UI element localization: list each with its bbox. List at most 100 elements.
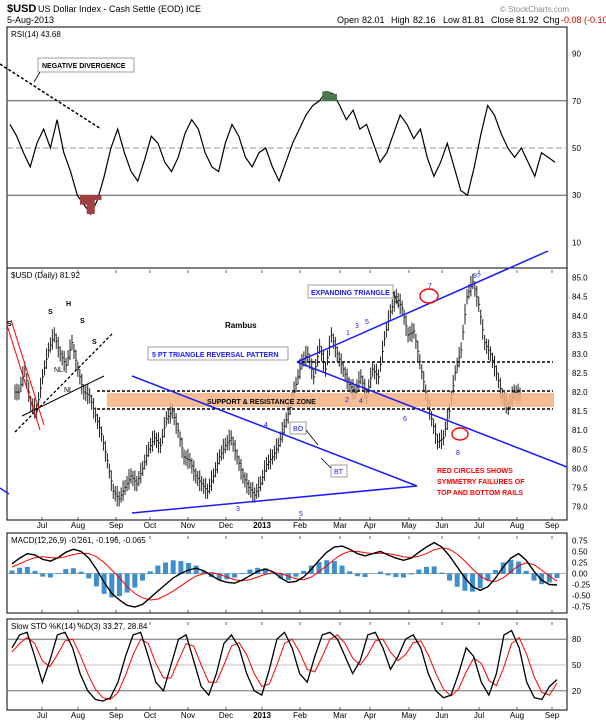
stockcharts-watermark: © StockCharts.com (500, 5, 569, 14)
open-label: Open (337, 15, 359, 25)
red-circle-bottom (451, 427, 469, 441)
point-6: 6 (403, 416, 407, 423)
divergence-line (0, 63, 102, 130)
x-month-label: Jun (436, 521, 449, 530)
macd-histogram-bar (147, 571, 153, 574)
macd-histogram-bar (139, 573, 145, 581)
sto-tick-label: 20 (572, 687, 581, 696)
price-tick-label: 80.0 (572, 464, 588, 473)
macd-histogram-bar (101, 573, 107, 594)
macd-histogram-bar (347, 571, 353, 574)
macd-tick-label: -0.25 (572, 581, 591, 590)
red-downtrend-2 (10, 319, 45, 426)
red-circles-note-1: RED CIRCLES SHOWS (437, 468, 513, 475)
macd-histogram-bar (393, 573, 399, 578)
macd-signal-line (11, 547, 558, 601)
macd-histogram-bar (155, 565, 161, 574)
chg-label: Chg (543, 15, 560, 25)
macd-tick-label: 0.50 (572, 547, 588, 556)
macd-histogram-bar (470, 573, 476, 592)
macd-histogram-bar (454, 573, 460, 587)
point-1: 1 (346, 330, 350, 337)
left-s2-label: S (48, 309, 53, 316)
macd-histogram-bar (516, 561, 522, 574)
macd-tick-label: -0.75 (572, 603, 591, 612)
macd-histogram-bar (93, 573, 99, 587)
macd-tick-label: 0.25 (572, 558, 588, 567)
macd-histogram-bar (546, 573, 552, 583)
macd-histogram-bar (63, 569, 69, 574)
macd-histogram-bar (439, 572, 445, 574)
x-month-label: Feb (293, 711, 307, 720)
macd-histogram-bar (201, 570, 207, 574)
point-9: 9? (473, 273, 481, 280)
x-month-label: Sep (109, 521, 124, 530)
macd-histogram-bar (324, 560, 330, 574)
macd-histogram-bar (239, 573, 245, 574)
macd-histogram-bar (377, 571, 383, 574)
divergence-arrow (33, 71, 41, 83)
sto-tick-label: 50 (572, 661, 581, 670)
macd-histogram-bar (70, 568, 76, 574)
x-month-label: Jul (37, 521, 47, 530)
red-circles-note-3: TOP AND BOTTOM RAILS (437, 490, 523, 497)
rsi-line (9, 90, 556, 216)
price-title: $USD (Daily) 81.92 (11, 271, 80, 280)
price-tick-label: 82.0 (572, 388, 588, 397)
macd-tick-label: 0.00 (572, 570, 588, 579)
red-circles-note-2: SYMMETRY FAILURES OF (437, 479, 525, 486)
macd-histogram-bar (86, 573, 92, 579)
macd-histogram-bar (293, 573, 299, 577)
price-tick-label: 79.0 (572, 503, 588, 512)
rsi-overbought-fill (322, 91, 331, 101)
left-s1-label: S (7, 321, 12, 328)
open-value: 82.01 (362, 15, 385, 25)
left-s3-label: S (80, 318, 85, 325)
x-month-label: Jul (474, 711, 484, 720)
low-point-4: 4 (264, 422, 268, 429)
left-edge-blue (0, 487, 10, 495)
low-label: Low (443, 15, 460, 25)
left-nl-label: NL (54, 367, 63, 374)
macd-histogram-bar (278, 573, 284, 579)
macd-histogram-bar (331, 561, 337, 574)
x-month-label: Aug (510, 521, 524, 530)
left-nl2-label: NL (64, 387, 73, 394)
x-month-label: May (401, 521, 416, 530)
price-tick-label: 83.5 (572, 331, 588, 340)
macd-histogram-bar (132, 573, 138, 588)
rsi-tick-label: 50 (572, 144, 581, 153)
macd-histogram-bar (370, 573, 376, 574)
price-tick-label: 85.0 (572, 274, 588, 283)
x-month-label: Feb (293, 521, 307, 530)
chart-symbol: $USD (7, 3, 36, 15)
expanding-label-arrow (392, 291, 400, 307)
price-tick-label: 83.0 (572, 350, 588, 359)
macd-histogram-bar (416, 569, 422, 574)
x-month-label: Dec (219, 711, 233, 720)
macd-histogram-bar (47, 573, 53, 578)
point-4: 4 (359, 398, 363, 405)
macd-histogram-bar (508, 559, 514, 574)
macd-histogram-bar (262, 568, 268, 574)
macd-histogram-bar (400, 573, 406, 578)
bt-label-box (330, 464, 348, 478)
close-label: Close (491, 15, 514, 25)
macd-histogram-bar (539, 573, 545, 585)
macd-histogram-bar (493, 569, 499, 574)
x-month-label: Oct (144, 521, 157, 530)
five-pt-label-box (147, 346, 289, 361)
x-month-label: Jun (436, 711, 449, 720)
macd-histogram-bar (17, 567, 23, 574)
rsi-tick-label: 90 (572, 50, 581, 59)
left-s4-label: S (92, 339, 97, 346)
price-panel (6, 267, 568, 521)
x-month-label: Jul (37, 711, 47, 720)
bo-label: BO (293, 426, 304, 433)
chg-value: -0.08 (-0.10%) (561, 15, 606, 25)
x-month-label: Sep (545, 711, 560, 720)
low-point-3: 3 (236, 506, 240, 513)
macd-histogram-bar (247, 569, 253, 574)
macd-title: MACD(12,26,9) -0.261, -0.196, -0.065 (11, 536, 146, 545)
